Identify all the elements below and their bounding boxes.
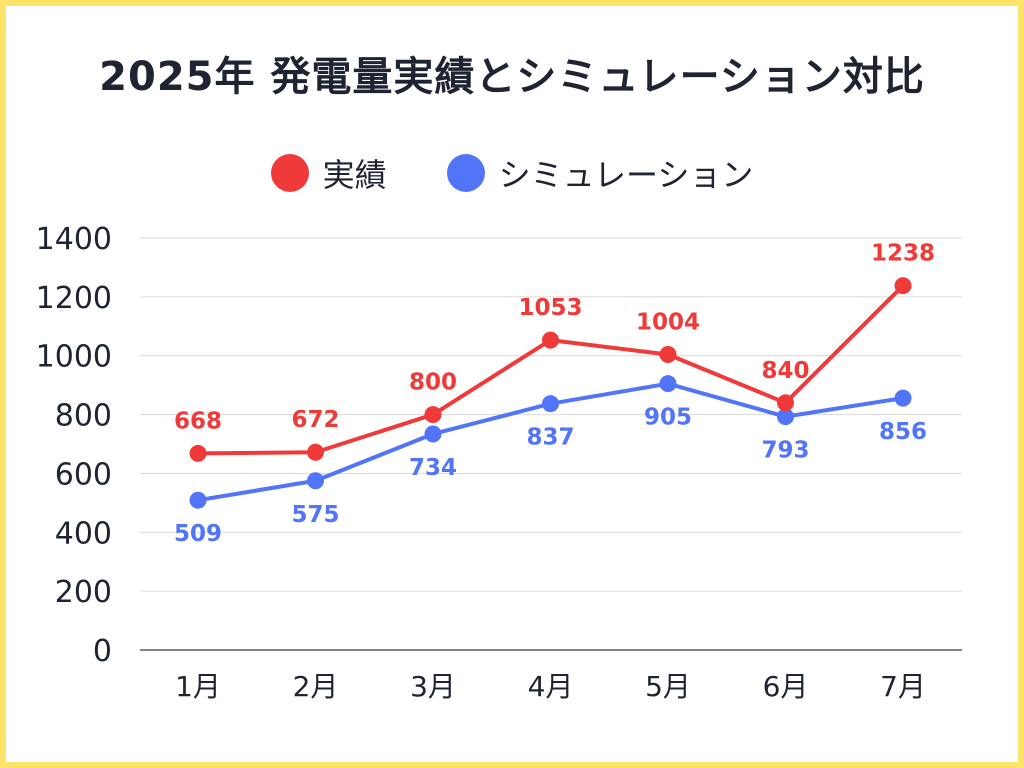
data-point-simulation <box>542 395 559 413</box>
x-tick-label: 3月 <box>410 670 456 703</box>
legend-marker-simulation <box>446 154 485 192</box>
data-point-actual <box>424 406 442 424</box>
grid-layer: 0 200 400 600 800 1000 1200 1400 1月 2月 3月 4月 5月 6月 7月 <box>36 222 962 703</box>
y-tick-label: 600 <box>55 457 112 492</box>
data-label-simulation: 734 <box>409 455 457 481</box>
data-label-simulation: 837 <box>526 425 574 451</box>
legend: 実績 シミュレーション <box>0 150 1024 196</box>
data-label-actual: 1238 <box>871 241 935 267</box>
data-label-simulation: 905 <box>644 405 692 431</box>
data-label-actual: 1004 <box>636 310 700 336</box>
y-tick-label: 1400 <box>36 222 112 257</box>
data-label-simulation: 856 <box>879 419 927 445</box>
x-tick-label: 2月 <box>293 670 339 703</box>
legend-label-simulation: シミュレーション <box>498 156 754 194</box>
data-point-simulation <box>424 425 442 443</box>
y-tick-label: 800 <box>55 399 112 434</box>
x-tick-label: 6月 <box>763 670 809 703</box>
data-point-actual <box>542 331 559 349</box>
y-tick-label: 400 <box>55 516 112 551</box>
data-label-actual: 840 <box>761 358 809 384</box>
x-tick-label: 5月 <box>645 670 691 703</box>
x-tick-label: 7月 <box>880 670 926 703</box>
data-point-simulation <box>189 491 207 509</box>
y-tick-label: 0 <box>93 634 112 669</box>
data-label-simulation: 793 <box>761 438 809 464</box>
data-label-simulation: 509 <box>174 521 222 547</box>
data-label-actual: 800 <box>409 370 457 396</box>
legend-item-actual: 実績 <box>270 150 387 196</box>
data-point-actual <box>189 444 207 462</box>
data-label-layer: 509 575 734 837 905 793 856 668 672 800 1053 1004 84… <box>174 241 935 548</box>
y-tick-label: 1000 <box>36 340 112 375</box>
y-tick-label: 200 <box>55 575 112 610</box>
x-tick-label: 4月 <box>528 670 574 703</box>
data-label-actual: 668 <box>174 408 222 434</box>
data-point-actual <box>894 277 912 295</box>
data-point-simulation <box>894 389 912 407</box>
data-point-simulation <box>307 472 324 490</box>
data-label-actual: 1053 <box>518 295 582 321</box>
data-point-simulation <box>777 408 794 426</box>
x-tick-label: 1月 <box>175 670 221 703</box>
data-label-actual: 672 <box>291 407 339 433</box>
chart-title: 2025年 発電量実績とシミュレーション対比 <box>99 54 925 100</box>
data-point-actual <box>659 346 677 364</box>
legend-label-actual: 実績 <box>322 156 387 194</box>
data-point-actual <box>307 443 324 461</box>
legend-item-simulation: シミュレーション <box>446 150 754 196</box>
legend-marker-actual <box>270 154 309 192</box>
data-point-actual <box>777 394 794 412</box>
y-tick-label: 1200 <box>36 281 112 316</box>
data-label-simulation: 575 <box>291 502 339 528</box>
data-point-simulation <box>659 375 677 393</box>
series-layer <box>189 277 912 509</box>
